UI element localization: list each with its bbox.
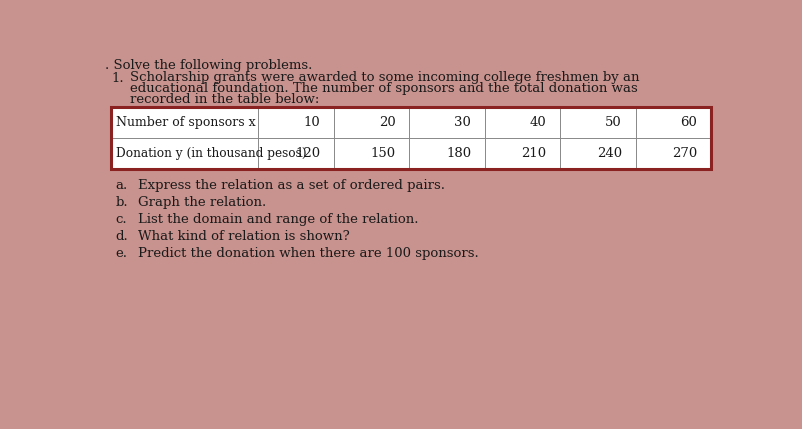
Text: Scholarship grants were awarded to some incoming college freshmen by an: Scholarship grants were awarded to some … bbox=[130, 72, 638, 85]
Text: c.: c. bbox=[115, 213, 128, 226]
Text: What kind of relation is shown?: What kind of relation is shown? bbox=[137, 230, 349, 243]
Text: 210: 210 bbox=[520, 147, 546, 160]
Text: Predict the donation when there are 100 sponsors.: Predict the donation when there are 100 … bbox=[137, 247, 478, 260]
Text: 30: 30 bbox=[454, 116, 471, 129]
Text: a.: a. bbox=[115, 179, 128, 192]
Text: b.: b. bbox=[115, 196, 128, 209]
Text: 150: 150 bbox=[371, 147, 395, 160]
Text: 40: 40 bbox=[529, 116, 546, 129]
Text: Express the relation as a set of ordered pairs.: Express the relation as a set of ordered… bbox=[137, 179, 444, 192]
Text: 120: 120 bbox=[295, 147, 320, 160]
Text: 10: 10 bbox=[303, 116, 320, 129]
Text: e.: e. bbox=[115, 247, 128, 260]
Text: Number of sponsors x: Number of sponsors x bbox=[115, 116, 255, 129]
Text: d.: d. bbox=[115, 230, 128, 243]
Text: . Solve the following problems.: . Solve the following problems. bbox=[105, 59, 312, 72]
Text: educational foundation. The number of sponsors and the total donation was: educational foundation. The number of sp… bbox=[130, 82, 637, 95]
Text: 1.: 1. bbox=[111, 72, 124, 85]
Text: Graph the relation.: Graph the relation. bbox=[137, 196, 265, 209]
Bar bbox=[111, 107, 711, 169]
Text: 60: 60 bbox=[680, 116, 697, 129]
Text: 270: 270 bbox=[671, 147, 697, 160]
Text: 50: 50 bbox=[605, 116, 622, 129]
Text: 180: 180 bbox=[446, 147, 471, 160]
Text: recorded in the table below:: recorded in the table below: bbox=[130, 93, 319, 106]
Text: List the domain and range of the relation.: List the domain and range of the relatio… bbox=[137, 213, 418, 226]
Text: 240: 240 bbox=[596, 147, 622, 160]
Text: 20: 20 bbox=[379, 116, 395, 129]
Bar bbox=[111, 107, 711, 169]
Text: Donation y (in thousand pesos): Donation y (in thousand pesos) bbox=[115, 147, 306, 160]
